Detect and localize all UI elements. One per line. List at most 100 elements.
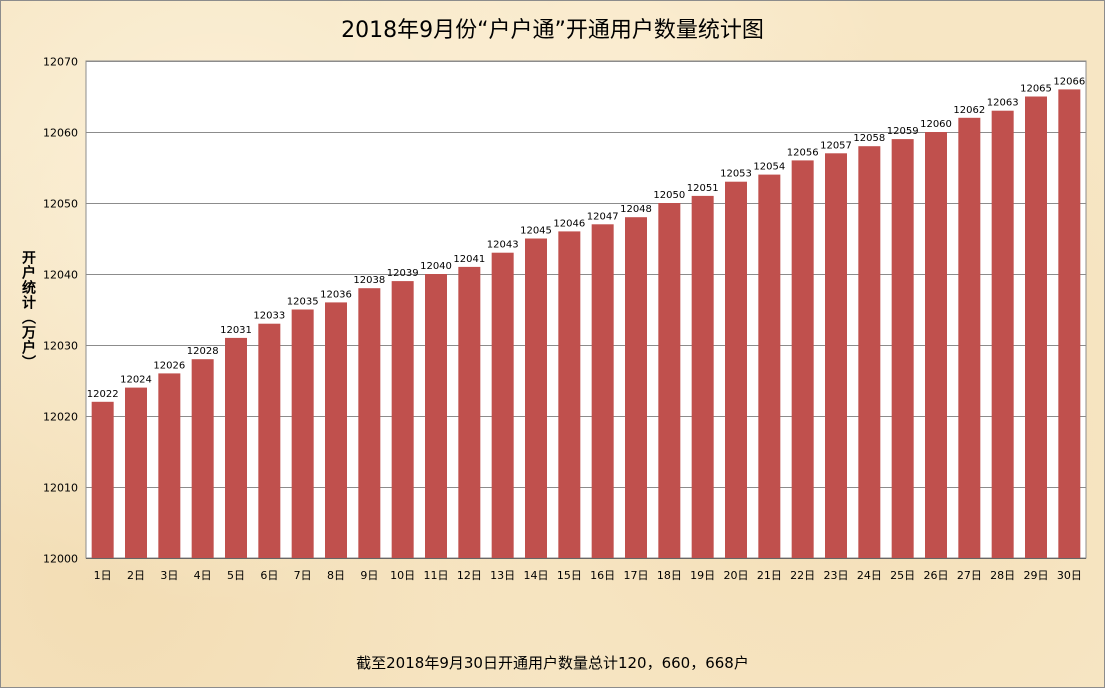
- bar: [325, 302, 347, 558]
- x-tick-label: 10日: [390, 569, 415, 582]
- data-label: 12062: [953, 105, 985, 116]
- x-tick-label: 20日: [724, 569, 749, 582]
- data-label: 12053: [720, 169, 752, 180]
- x-tick-label: 24日: [857, 569, 882, 582]
- x-tick-label: 2日: [127, 569, 145, 582]
- data-label: 12046: [553, 218, 585, 229]
- x-tick-label: 11日: [424, 569, 449, 582]
- y-tick-label: 12040: [43, 269, 78, 282]
- data-label: 12035: [287, 297, 319, 308]
- data-label: 12051: [687, 183, 719, 194]
- x-tick-label: 8日: [327, 569, 345, 582]
- bar: [458, 266, 481, 558]
- x-tick-label: 15日: [557, 569, 582, 582]
- bar: [291, 309, 314, 558]
- data-label: 12024: [120, 375, 152, 386]
- bar: [658, 203, 681, 558]
- data-label: 12057: [820, 140, 852, 151]
- bar: [391, 281, 414, 558]
- data-label: 12059: [887, 126, 919, 137]
- data-label: 12039: [387, 268, 419, 279]
- data-label: 12056: [787, 147, 819, 158]
- x-tick-label: 25日: [890, 569, 915, 582]
- bar: [725, 181, 747, 558]
- x-tick-label: 1日: [94, 569, 112, 582]
- plot-area: [85, 60, 1087, 559]
- data-label: 12022: [87, 389, 119, 400]
- bar: [191, 359, 214, 558]
- y-tick-label: 12030: [43, 340, 78, 353]
- bar: [891, 139, 914, 558]
- bar: [625, 217, 647, 558]
- y-tick-label: 12070: [43, 56, 78, 69]
- x-tick-label: 16日: [590, 569, 615, 582]
- data-label: 12058: [853, 133, 885, 144]
- x-tick-label: 23日: [824, 569, 849, 582]
- y-tick-label: 12000: [43, 553, 78, 566]
- x-tick-label: 26日: [924, 569, 949, 582]
- chart-title: 2018年9月份“户户通”开通用户数量统计图: [341, 18, 764, 43]
- data-label: 12048: [620, 204, 652, 215]
- x-tick-label: 5日: [227, 569, 245, 582]
- x-tick-label: 30日: [1057, 569, 1082, 582]
- chart-footnote: 截至2018年9月30日开通用户数量总计120，660，668户: [356, 654, 749, 672]
- bar: [758, 174, 781, 558]
- bar: [791, 160, 814, 558]
- bar: [925, 132, 947, 558]
- data-label: 12038: [353, 275, 385, 286]
- bar: [125, 387, 147, 558]
- x-tick-label: 19日: [690, 569, 715, 582]
- bar: [491, 252, 514, 558]
- bar: [425, 274, 447, 558]
- y-tick-label: 12060: [43, 127, 78, 140]
- x-tick-label: 17日: [624, 569, 649, 582]
- data-label: 12028: [187, 346, 219, 357]
- data-label: 12045: [520, 226, 552, 237]
- data-label: 12065: [1020, 84, 1052, 95]
- data-label: 12050: [653, 190, 685, 201]
- bar: [691, 195, 714, 558]
- bar: [258, 323, 281, 558]
- bar: [858, 146, 881, 558]
- bar: [1058, 89, 1081, 559]
- x-tick-label: 4日: [194, 569, 212, 582]
- x-tick-label: 9日: [360, 569, 378, 582]
- data-label: 12040: [420, 261, 452, 272]
- x-tick-label: 29日: [1024, 569, 1049, 582]
- x-tick-label: 27日: [957, 569, 982, 582]
- bar: [358, 288, 381, 558]
- x-tick-label: 18日: [657, 569, 682, 582]
- bar: [525, 238, 547, 558]
- x-tick-label: 28日: [990, 569, 1015, 582]
- bar: [91, 401, 114, 558]
- data-label: 12041: [453, 254, 485, 265]
- bar: [1025, 96, 1047, 558]
- bar: [591, 224, 614, 559]
- x-tick-label: 3日: [160, 569, 178, 582]
- data-label: 12066: [1053, 76, 1085, 87]
- bar: [225, 337, 247, 558]
- y-axis-label: 开户统计（万户）: [20, 250, 36, 370]
- bar: [958, 117, 981, 559]
- x-tick-label: 6日: [260, 569, 278, 582]
- x-tick-label: 22日: [790, 569, 815, 582]
- x-tick-label: 14日: [524, 569, 549, 582]
- bar: [158, 373, 181, 558]
- x-tick-label: 7日: [294, 569, 312, 582]
- y-tick-label: 12010: [43, 482, 78, 495]
- data-label: 12043: [487, 240, 519, 251]
- x-tick-label: 13日: [490, 569, 515, 582]
- data-label: 12060: [920, 119, 952, 130]
- data-label: 12054: [753, 162, 785, 173]
- data-label: 12047: [587, 211, 619, 222]
- data-label: 12031: [220, 325, 252, 336]
- data-label: 12033: [253, 311, 285, 322]
- y-tick-label: 12050: [43, 198, 78, 211]
- data-label: 12063: [987, 98, 1019, 109]
- bar: [558, 231, 581, 558]
- data-label: 12036: [320, 289, 352, 300]
- bar: [825, 153, 847, 559]
- x-tick-label: 12日: [457, 569, 482, 582]
- y-tick-label: 12020: [43, 411, 78, 424]
